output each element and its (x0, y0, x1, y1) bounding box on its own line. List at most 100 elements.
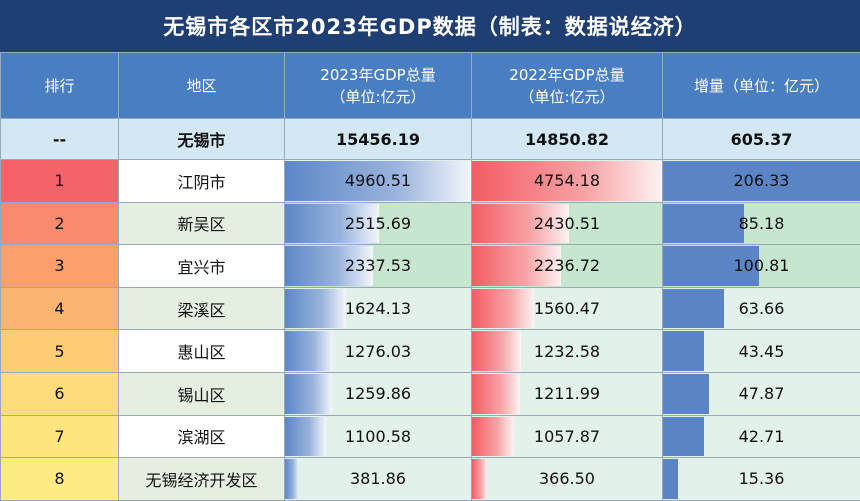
rank-cell: 1 (1, 160, 119, 203)
total-gdp2022: 14850.82 (472, 119, 663, 160)
rank-cell: 4 (1, 287, 119, 330)
gdp2022-bar (472, 374, 520, 414)
rank-cell: 8 (1, 458, 119, 501)
gdp2022-value: 2430.51 (534, 214, 600, 233)
gdp2022-cell: 1560.47 (472, 287, 663, 330)
region-cell: 新吴区 (119, 202, 285, 245)
gdp2023-cell: 4960.51 (285, 160, 472, 203)
gdp2022-value: 366.50 (539, 469, 595, 488)
rank-cell: 3 (1, 245, 119, 288)
increase-bar (663, 204, 744, 244)
increase-bar (663, 331, 704, 371)
gdp2022-value: 2236.72 (534, 256, 600, 275)
gdp2022-cell: 1211.99 (472, 372, 663, 415)
gdp2023-value: 1276.03 (345, 342, 411, 361)
gdp2023-bar (285, 459, 299, 499)
increase-bar (663, 374, 709, 414)
gdp2022-cell: 2236.72 (472, 245, 663, 288)
region-cell: 惠山区 (119, 330, 285, 373)
gdp2023-cell: 381.86 (285, 458, 472, 501)
gdp2022-value: 4754.18 (534, 171, 600, 190)
increase-value: 15.36 (739, 469, 785, 488)
gdp2022-bar (472, 331, 521, 371)
increase-value: 47.87 (739, 384, 785, 403)
gdp2023-cell: 1624.13 (285, 287, 472, 330)
gdp2022-bar (472, 417, 514, 457)
header-gdp2023: 2023年GDP总量 （单位:亿元） (285, 53, 472, 119)
header-gdp2022-line1: 2022年GDP总量 (472, 64, 662, 86)
header-gdp2022: 2022年GDP总量 （单位:亿元） (472, 53, 663, 119)
gdp2023-cell: 1100.58 (285, 415, 472, 458)
total-increase: 605.37 (663, 119, 860, 160)
total-row: -- 无锡市 15456.19 14850.82 605.37 (1, 119, 860, 160)
increase-value: 63.66 (739, 299, 785, 318)
increase-bar (663, 289, 724, 329)
header-increase: 增量（单位：亿元） (663, 53, 860, 119)
region-cell: 宜兴市 (119, 245, 285, 288)
gdp2023-value: 2337.53 (345, 256, 411, 275)
increase-bar (663, 417, 704, 457)
increase-cell: 63.66 (663, 287, 860, 330)
rank-cell: 6 (1, 372, 119, 415)
gdp2022-cell: 4754.18 (472, 160, 663, 203)
increase-cell: 206.33 (663, 160, 860, 203)
total-region: 无锡市 (119, 119, 285, 160)
total-gdp2023: 15456.19 (285, 119, 472, 160)
gdp2023-bar (285, 331, 333, 371)
header-row: 排行 地区 2023年GDP总量 （单位:亿元） 2022年GDP总量 （单位:… (1, 53, 860, 119)
increase-cell: 43.45 (663, 330, 860, 373)
region-cell: 锡山区 (119, 372, 285, 415)
gdp2022-value: 1211.99 (534, 384, 600, 403)
rank-cell: 7 (1, 415, 119, 458)
increase-value: 42.71 (739, 427, 785, 446)
gdp-table: 排行 地区 2023年GDP总量 （单位:亿元） 2022年GDP总量 （单位:… (0, 52, 860, 501)
header-region: 地区 (119, 53, 285, 119)
increase-value: 85.18 (739, 214, 785, 233)
increase-cell: 100.81 (663, 245, 860, 288)
gdp2022-cell: 366.50 (472, 458, 663, 501)
gdp2023-bar (285, 374, 332, 414)
gdp2023-cell: 2515.69 (285, 202, 472, 245)
increase-cell: 15.36 (663, 458, 860, 501)
increase-bar (663, 459, 678, 499)
increase-cell: 85.18 (663, 202, 860, 245)
increase-value: 100.81 (734, 256, 790, 275)
gdp2022-value: 1232.58 (534, 342, 600, 361)
increase-cell: 47.87 (663, 372, 860, 415)
header-gdp2022-line2: （单位:亿元） (472, 86, 662, 108)
increase-value: 206.33 (734, 171, 790, 190)
gdp2023-value: 4960.51 (345, 171, 411, 190)
gdp2022-bar (472, 289, 534, 329)
region-cell: 江阴市 (119, 160, 285, 203)
gdp2023-bar (285, 289, 346, 329)
increase-value: 43.45 (739, 342, 785, 361)
gdp2023-value: 381.86 (350, 469, 406, 488)
gdp2023-bar (285, 417, 326, 457)
increase-cell: 42.71 (663, 415, 860, 458)
rank-cell: 2 (1, 202, 119, 245)
gdp2022-cell: 1232.58 (472, 330, 663, 373)
region-cell: 梁溪区 (119, 287, 285, 330)
gdp2023-cell: 1276.03 (285, 330, 472, 373)
gdp2023-value: 2515.69 (345, 214, 411, 233)
gdp2023-value: 1259.86 (345, 384, 411, 403)
gdp2022-cell: 2430.51 (472, 202, 663, 245)
gdp2022-value: 1057.87 (534, 427, 600, 446)
gdp2022-cell: 1057.87 (472, 415, 663, 458)
rank-cell: 5 (1, 330, 119, 373)
gdp2023-cell: 2337.53 (285, 245, 472, 288)
total-rank: -- (1, 119, 119, 160)
gdp2023-value: 1100.58 (345, 427, 411, 446)
region-cell: 无锡经济开发区 (119, 458, 285, 501)
gdp2023-value: 1624.13 (345, 299, 411, 318)
header-gdp2023-line2: （单位:亿元） (285, 86, 471, 108)
